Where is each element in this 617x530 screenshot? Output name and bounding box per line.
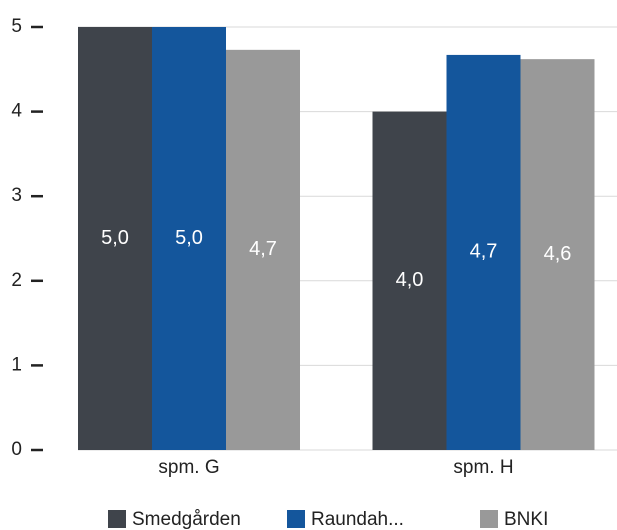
legend-label: Raundah... [311,509,404,530]
bar [372,111,447,450]
x-tick-label: spm. H [453,457,513,478]
data-label: 4,0 [396,269,424,291]
data-label: 5,0 [175,227,203,249]
y-tick-label: 2 [11,270,22,291]
y-tick-label: 5 [11,16,22,37]
bar [446,54,521,450]
data-label: 5,0 [101,227,129,249]
legend-label: BNKI [504,509,548,530]
x-tick-label: spm. G [158,457,219,478]
data-label: 4,7 [249,238,277,260]
legend-swatch [108,510,126,528]
bar [78,27,152,450]
y-tick-label: 3 [11,185,22,206]
y-tick-label: 0 [11,439,22,460]
y-tick-label: 1 [11,354,22,375]
legend-swatch [287,510,305,528]
legend-label: Smedgården [132,509,241,530]
bar [226,49,300,450]
legend-swatch [480,510,498,528]
data-label: 4,6 [544,243,572,265]
bar [520,59,595,450]
bar [152,27,226,450]
y-tick-label: 4 [11,101,22,122]
data-label: 4,7 [470,241,498,263]
